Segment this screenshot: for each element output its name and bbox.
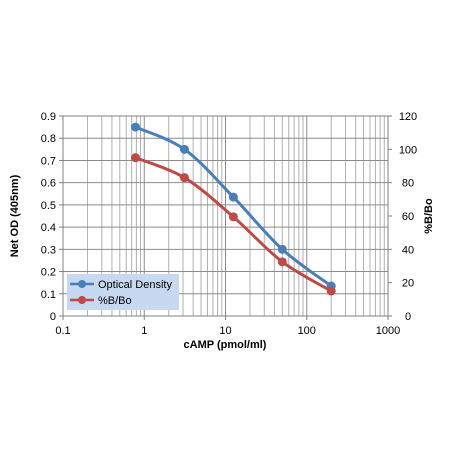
y2-tick-label: 80: [402, 178, 414, 190]
y-tick-label: 0.4: [41, 222, 56, 234]
y2-tick-label: 40: [402, 244, 414, 256]
series-line-b-bo: [134, 156, 332, 293]
data-point-b-bo: [228, 212, 238, 222]
legend-box: [67, 274, 179, 310]
y2-tick-label: 20: [402, 278, 414, 290]
x-tick-label: 10: [219, 325, 231, 337]
y2-tick-label: 100: [399, 144, 417, 156]
x-axis-title: cAMP (pmol/ml): [184, 339, 267, 351]
data-point-b-bo: [179, 173, 189, 183]
data-point-b-bo: [277, 257, 287, 267]
x-tick-label: 1000: [376, 325, 400, 337]
x-tick-label: 1: [141, 325, 147, 337]
x-tick-label: 100: [298, 325, 316, 337]
series-layer: [130, 122, 336, 296]
x-axis: 0.1 1 10 100 1000: [55, 316, 400, 337]
y2-axis-title: %B/Bo: [423, 198, 435, 234]
y-tick-label: 0.8: [41, 133, 56, 145]
y-axis-title: Net OD (405nm): [9, 174, 21, 257]
data-point-b-bo: [130, 153, 140, 163]
data-point-optical-density: [130, 122, 140, 132]
y-tick-label: 0: [50, 311, 56, 323]
legend-marker-percent-b-bo: [78, 296, 86, 304]
x-tick-label: 0.1: [55, 325, 70, 337]
legend-label-percent-b-bo: %B/Bo: [98, 295, 132, 307]
data-point-optical-density: [179, 144, 189, 154]
data-point-optical-density: [277, 244, 287, 254]
y2-tick-label: 60: [402, 211, 414, 223]
y-axis-left: 0 0.1 0.2 0.3 0.4 0.5 0.6 0.7 0.8 0.9: [41, 111, 63, 323]
data-point-optical-density: [228, 192, 238, 202]
y2-tick-label: 0: [405, 311, 411, 323]
y-tick-label: 0.2: [41, 267, 56, 279]
legend-marker-optical-density: [78, 280, 86, 288]
y2-tick-label: 120: [399, 111, 417, 123]
y-tick-label: 0.6: [41, 178, 56, 190]
y-tick-label: 0.5: [41, 200, 56, 212]
y-tick-label: 0.7: [41, 155, 56, 167]
y-axis-right: 0 20 40 60 80 100 120: [388, 111, 417, 323]
data-point-b-bo: [326, 286, 336, 296]
y-tick-label: 0.9: [41, 111, 56, 123]
y-tick-label: 0.1: [41, 289, 56, 301]
legend: Optical Density %B/Bo: [67, 274, 179, 310]
legend-label-optical-density: Optical Density: [98, 279, 172, 291]
y-tick-label: 0.3: [41, 244, 56, 256]
series-line-optical-density: [134, 125, 333, 288]
